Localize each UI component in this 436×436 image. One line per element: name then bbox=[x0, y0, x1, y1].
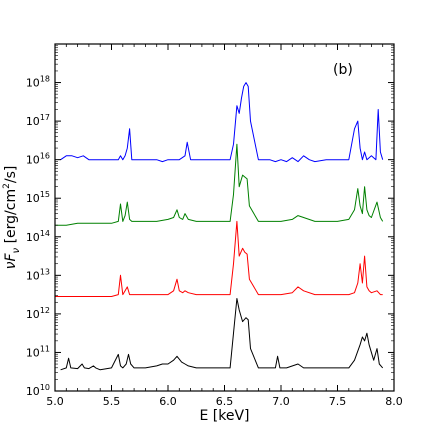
y-tick-label: 1014 bbox=[26, 229, 50, 244]
y-tick-label: 1017 bbox=[26, 113, 50, 128]
series-line-3 bbox=[60, 82, 384, 163]
x-tick-label: 6.5 bbox=[216, 395, 234, 408]
series-line-0 bbox=[60, 298, 384, 371]
x-tick-label: 5.0 bbox=[46, 395, 64, 408]
y-label-f: F bbox=[3, 253, 19, 262]
y-label-nu: ν bbox=[3, 261, 19, 269]
x-tick-label: 7.5 bbox=[329, 395, 347, 408]
y-axis-label: νFν [erg/cm2/s] bbox=[2, 166, 22, 270]
panel-label: (b) bbox=[333, 62, 353, 78]
y-tick-label: 1010 bbox=[26, 383, 50, 398]
y-tick-label: 1013 bbox=[26, 267, 50, 282]
y-label-sup: 2 bbox=[2, 183, 12, 189]
x-axis-label: E [keV] bbox=[199, 408, 249, 424]
series-line-2 bbox=[55, 143, 384, 226]
ticks-layer: 5.0 5.5 6.0 6.5 7.0 7.5 8.0 1010 1011 1012 1013 101… bbox=[26, 44, 403, 408]
y-tick-label: 1018 bbox=[26, 75, 50, 90]
series-line-1 bbox=[55, 220, 383, 297]
x-tick-label: 8.0 bbox=[385, 395, 403, 408]
y-label-sub: ν bbox=[11, 247, 22, 253]
plot-frame bbox=[54, 43, 395, 392]
y-tick-label: 1015 bbox=[26, 190, 50, 205]
x-tick-label: 5.5 bbox=[103, 395, 121, 408]
y-tick-label: 1011 bbox=[26, 344, 50, 359]
x-tick-label: 6.0 bbox=[159, 395, 177, 408]
y-label-units: [erg/cm bbox=[3, 189, 19, 248]
y-tick-label: 1012 bbox=[26, 306, 50, 321]
series-layer bbox=[55, 82, 384, 371]
y-label-tail: /s] bbox=[3, 166, 19, 183]
y-tick-label: 1016 bbox=[26, 152, 50, 167]
x-tick-label: 7.0 bbox=[272, 395, 290, 408]
